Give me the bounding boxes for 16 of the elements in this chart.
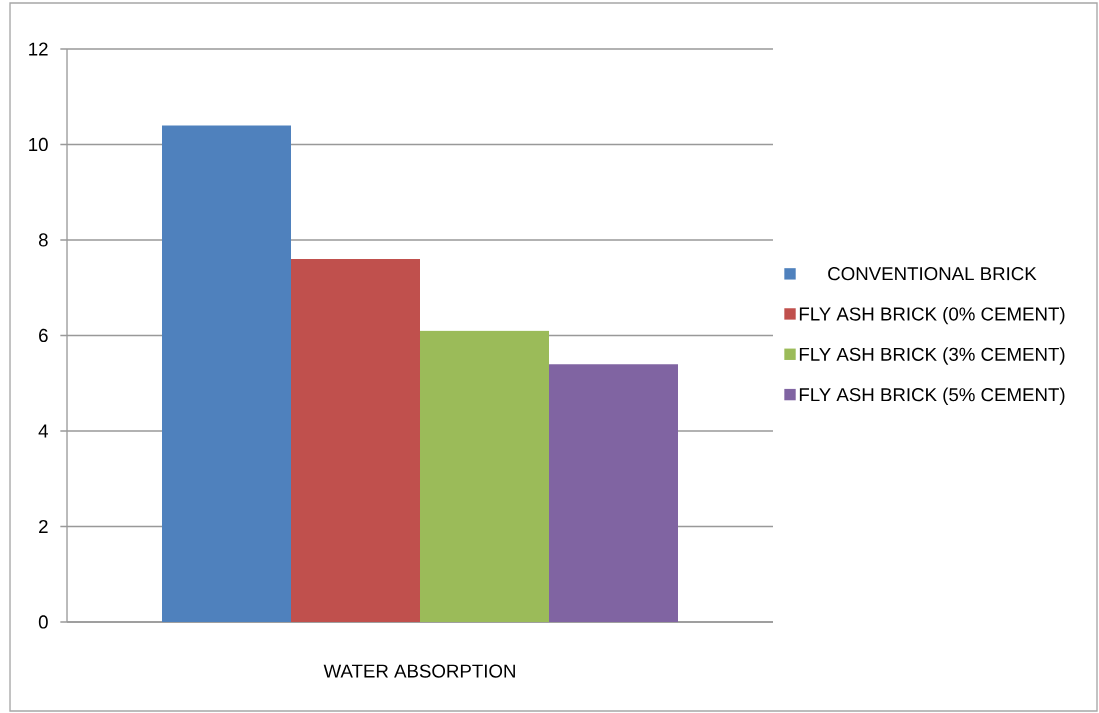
y-tick-label: 4 (38, 424, 48, 438)
legend-label: FLY ASH BRICK (5% CEMENT) (799, 387, 1065, 405)
y-tick-label: 12 (29, 42, 48, 56)
y-tick-label: 2 (39, 519, 48, 533)
legend-label: FLY ASH BRICK (3% CEMENT) (799, 347, 1065, 365)
bar (420, 330, 549, 622)
y-tick-label: 0 (38, 615, 48, 629)
bar (162, 125, 291, 622)
y-tick-label: 10 (29, 137, 48, 152)
x-tick-label: WATER ABSORPTION (323, 664, 515, 678)
bar (291, 259, 420, 622)
legend-label: CONVENTIONAL BRICK (828, 267, 1037, 281)
legend-label: FLY ASH BRICK (0% CEMENT) (799, 306, 1065, 325)
bar (549, 364, 678, 622)
y-tick-label: 6 (39, 328, 48, 343)
y-tick-label: 8 (38, 233, 48, 247)
